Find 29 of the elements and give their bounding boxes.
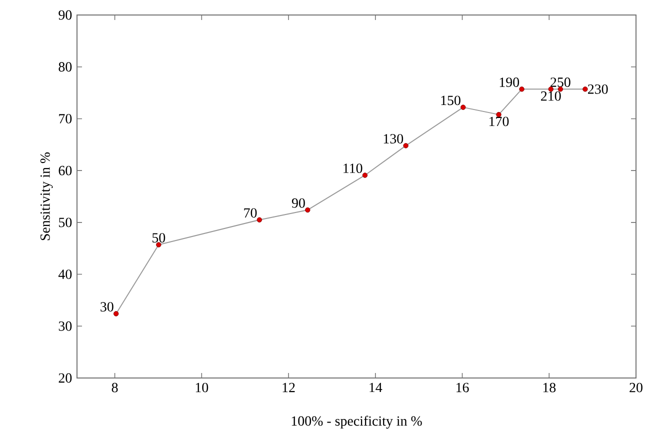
x-axis-title: 100% - specificity in % <box>292 416 422 429</box>
annotation: 150 <box>441 96 460 106</box>
y-tick-label: 50 <box>59 218 72 228</box>
y-tick-label: 90 <box>58 10 72 20</box>
y-tick-label: 70 <box>59 114 72 124</box>
annotation: 250 <box>550 78 570 87</box>
x-tick-label: 18 <box>543 382 556 392</box>
annotation: 110 <box>344 164 362 174</box>
x-tick-label: 8 <box>112 382 118 392</box>
y-tick-label: 80 <box>58 62 72 72</box>
annotation: 210 <box>541 91 561 101</box>
x-tick-label: 16 <box>456 382 469 392</box>
y-axis-title: Sensitivity in % <box>40 152 53 240</box>
annotation: 90 <box>292 198 305 208</box>
x-tick-label: 20 <box>630 382 642 392</box>
annotation: 130 <box>384 134 404 144</box>
x-tick-label: 14 <box>370 382 382 392</box>
annotation: 170 <box>490 116 509 126</box>
annotation: 190 <box>500 78 520 87</box>
annotation: 50 <box>152 233 166 243</box>
annotation: 230 <box>588 84 608 94</box>
y-tick-label: 60 <box>58 166 72 176</box>
x-tick-label: 12 <box>282 382 295 392</box>
y-tick-label: 40 <box>58 270 72 279</box>
y-tick-label: 20 <box>58 373 72 383</box>
y-tick-label: 30 <box>58 321 72 331</box>
annotation: 30 <box>100 302 114 312</box>
x-tick-label: 10 <box>196 382 208 392</box>
annotation: 70 <box>244 208 257 218</box>
